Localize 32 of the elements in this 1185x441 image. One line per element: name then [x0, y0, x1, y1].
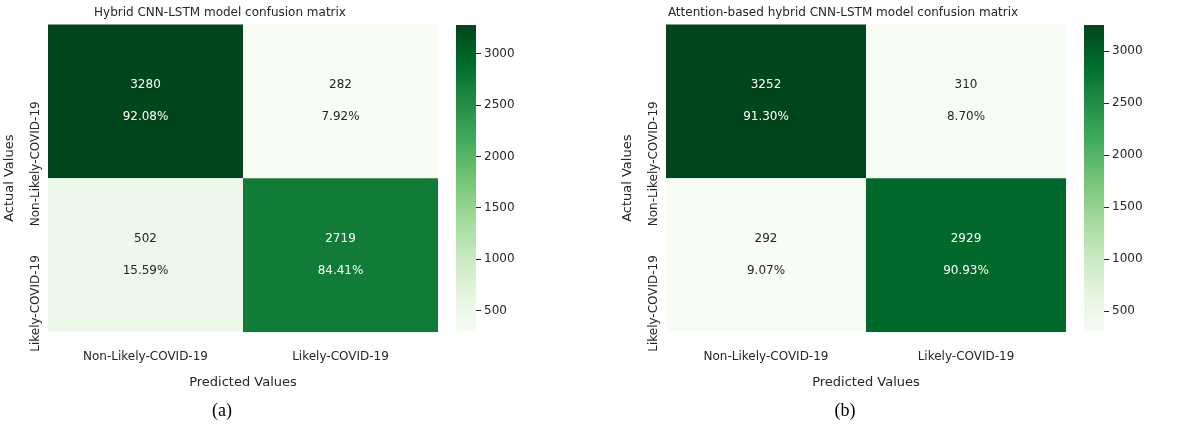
text: (b)	[833, 400, 857, 421]
x-axis-title: Predicted Values	[812, 373, 921, 389]
x-tick-label: Likely-COVID-19	[292, 349, 389, 364]
color-bar-label: 3000	[484, 45, 515, 60]
color-bar-label: 2000	[1112, 147, 1143, 162]
y-axis-title: Actual Values	[1, 134, 17, 222]
text: 502 15.59%	[122, 231, 169, 278]
color-bar-label: 2500	[484, 97, 515, 112]
x-tick-label: Likely-COVID-19	[917, 349, 1015, 364]
text: 2719 84.41%	[317, 231, 364, 278]
color-bar-label: 500	[1112, 303, 1135, 318]
text: 282 7.92%	[321, 77, 360, 124]
x-tick-label: Non-Likely-COVID-19	[83, 349, 208, 364]
color-bar-label: 1500	[484, 199, 515, 214]
y-axis-title: Actual Values	[619, 134, 635, 222]
text: 2929 90.93%	[943, 231, 989, 278]
color-bar-label: 500	[484, 302, 507, 317]
text: 292 9.07%	[746, 231, 786, 278]
color-bar-label: 1500	[1112, 199, 1143, 214]
text: 3280 92.08%	[122, 77, 169, 124]
text: 310 8.70%	[946, 77, 986, 124]
text: (a)	[211, 400, 233, 421]
text: 3252 91.30%	[743, 77, 789, 124]
color-bar-label: 3000	[1112, 43, 1143, 58]
color-bar-label: 2500	[1112, 95, 1143, 110]
x-tick-label: Non-Likely-COVID-19	[703, 349, 829, 364]
color-bar-label: 1000	[1112, 251, 1143, 266]
chart-title: Attention-based hybrid CNN-LSTM model confusion matrix	[667, 5, 1019, 20]
chart-title: Hybrid CNN-LSTM model confusion matrix	[94, 5, 346, 20]
color-bar-label: 2000	[484, 148, 515, 163]
x-axis-title: Predicted Values	[189, 373, 298, 389]
color-bar-label: 1000	[484, 251, 515, 266]
